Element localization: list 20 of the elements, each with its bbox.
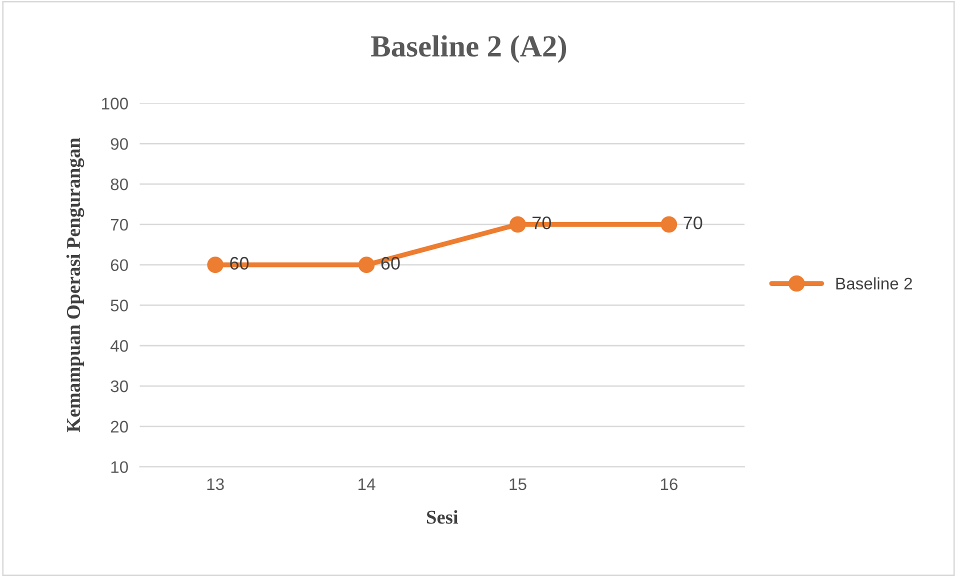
data-label: 60	[381, 256, 400, 270]
data-label: 70	[684, 216, 702, 230]
x-tick-label: 15	[510, 478, 526, 490]
y-tick-label: 90	[110, 138, 128, 150]
y-tick-label: 80	[110, 178, 128, 190]
y-tick-label: 30	[110, 380, 128, 392]
y-axis-title: Kemampuan Operasi Pengurangan	[66, 138, 84, 432]
legend-label: Baseline 2	[836, 277, 912, 290]
x-tick-label: 16	[660, 478, 678, 490]
y-tick-label: 50	[110, 300, 128, 312]
x-tick-label: 14	[358, 478, 376, 490]
y-tick-label: 40	[110, 340, 128, 352]
chart-title: Baseline 2 (A2)	[370, 35, 566, 63]
x-tick-label: 13	[207, 478, 224, 490]
y-tick-label: 10	[111, 461, 128, 473]
y-tick-label: 60	[110, 259, 128, 272]
y-tick-label: 70	[110, 218, 128, 231]
y-tick-label: 20	[110, 420, 128, 433]
x-axis-title: Sesi	[426, 510, 458, 524]
y-tick-label: 100	[102, 98, 128, 110]
